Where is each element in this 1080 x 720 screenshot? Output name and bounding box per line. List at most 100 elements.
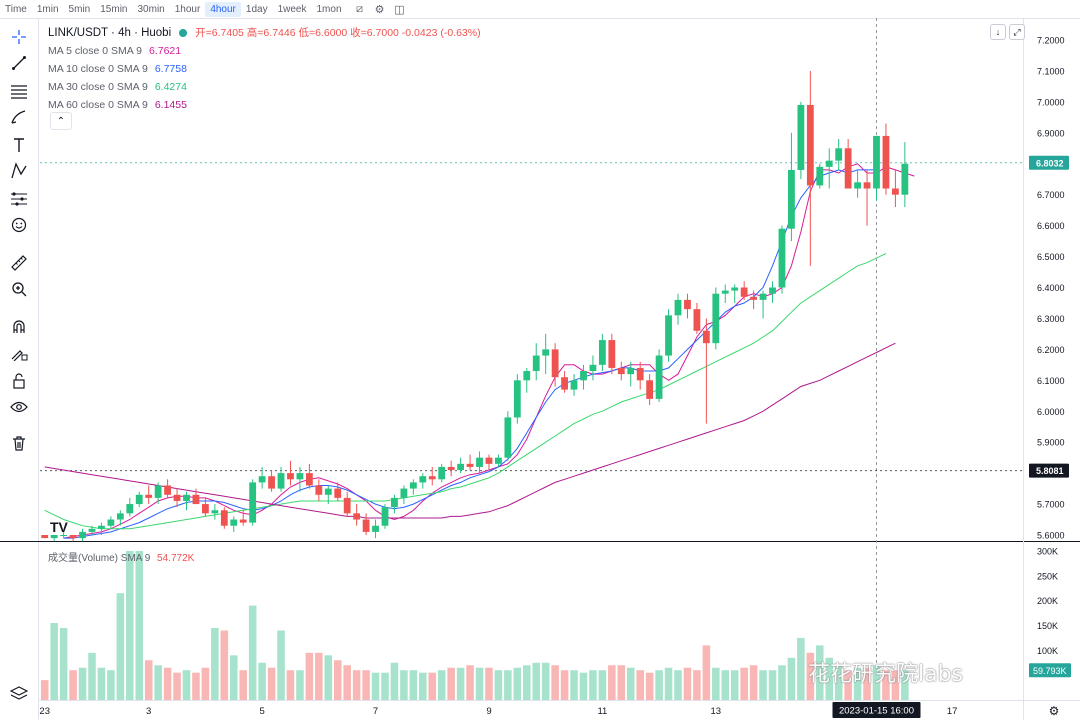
candle-body	[598, 340, 606, 365]
candle-body	[438, 466, 446, 480]
volume-bar	[560, 670, 569, 700]
volume-bar	[456, 667, 465, 700]
brush-tool-icon[interactable]	[9, 107, 29, 127]
candle-body	[721, 290, 729, 294]
candle-body	[88, 528, 96, 532]
candle-body	[844, 148, 852, 189]
volume-bar	[248, 605, 257, 700]
volume-bar	[50, 623, 58, 700]
timeframe-time[interactable]: Time	[5, 3, 27, 15]
volume-tick-label: 200K	[1037, 596, 1058, 606]
timeframe-5min[interactable]: 5min	[68, 3, 91, 15]
volume-bar	[163, 667, 172, 700]
volume-bar	[863, 667, 871, 700]
candle-body	[334, 488, 342, 498]
ohlc-readout: 开=6.7405 高=6.7446 低=6.6000 收=6.7000 -0.0…	[195, 27, 481, 39]
fullscreen-icon[interactable]: ⤢	[1009, 24, 1025, 40]
timeframe-30min[interactable]: 30min	[137, 3, 165, 15]
chart-settings-gear-icon[interactable]: ⚙	[1049, 704, 1060, 718]
candle-body	[551, 349, 559, 378]
volume-bar	[532, 662, 541, 700]
lock-drawing-pencil-icon[interactable]	[9, 343, 29, 363]
volume-bar	[617, 665, 626, 700]
layers-icon[interactable]	[9, 683, 29, 703]
candle-body	[485, 457, 493, 464]
chart-type-icon[interactable]: ⧄	[356, 2, 363, 15]
candle-body	[476, 457, 483, 467]
volume-bar	[787, 657, 796, 700]
volume-bar	[296, 670, 304, 700]
text-tool-icon[interactable]	[9, 135, 29, 155]
ma-line-ma60	[44, 342, 896, 519]
candle-body	[684, 299, 691, 310]
ma-value: 6.4274	[154, 81, 187, 93]
candle-body	[287, 473, 294, 480]
collapse-legend-chevron-up-icon[interactable]: ⌃	[50, 112, 72, 130]
timeframe-toolbar: Time 1min 5min 15min 30min 1hour 4hour 1day 1wee…	[0, 0, 1080, 19]
candle-body	[60, 535, 68, 536]
candle-body	[126, 504, 134, 514]
zoom-in-icon[interactable]	[9, 279, 29, 299]
volume-bar	[797, 637, 805, 700]
volume-bar	[806, 652, 815, 700]
settings-gear-icon[interactable]: ⚙	[374, 3, 385, 16]
volume-bar	[409, 670, 418, 700]
emoji-tool-icon[interactable]	[9, 215, 29, 235]
magnet-icon[interactable]	[9, 317, 29, 337]
candle-body	[400, 488, 408, 498]
time-tick-label: 17	[947, 706, 958, 717]
watermark-text: 花花研究院labs	[808, 662, 964, 687]
ma-label: MA 10 close 0 SMA 9	[48, 63, 148, 75]
candle-body	[249, 482, 257, 523]
candle-body	[617, 367, 625, 375]
candle-body	[806, 104, 814, 186]
volume-bar	[229, 655, 238, 700]
prediction-tool-icon[interactable]	[9, 189, 29, 209]
timeframe-1day[interactable]: 1day	[245, 3, 268, 15]
ma-label: MA 5 close 0 SMA 9	[48, 45, 142, 57]
crosshair-tool-icon[interactable]	[9, 27, 29, 47]
pattern-tool-icon[interactable]	[9, 161, 29, 181]
timeframe-1week[interactable]: 1week	[277, 3, 307, 15]
volume-bar	[258, 662, 266, 700]
volume-bar	[400, 670, 408, 700]
volume-bar	[494, 670, 503, 700]
symbol-title[interactable]: LINK/USDT · 4h · Huobi	[48, 27, 172, 39]
candle-body	[409, 482, 417, 489]
volume-bar	[59, 627, 68, 700]
candle-body	[98, 525, 105, 529]
candle-body	[891, 188, 899, 195]
timeframe-15min[interactable]: 15min	[100, 3, 128, 15]
candle-body	[627, 367, 635, 375]
volume-bar	[40, 680, 49, 700]
volume-bar	[173, 672, 181, 700]
candle-body	[220, 510, 228, 526]
candle-body	[296, 473, 304, 480]
ruler-tool-icon[interactable]	[9, 253, 29, 273]
volume-tick-label: 100K	[1037, 646, 1058, 656]
visibility-eye-icon[interactable]	[9, 397, 29, 417]
candle-body	[655, 355, 663, 399]
candle-body	[135, 494, 143, 505]
candle-body	[712, 293, 720, 344]
timeframe-1mon[interactable]: 1mon	[316, 3, 342, 15]
volume-bar	[645, 672, 654, 700]
candle-body	[362, 519, 370, 532]
candle-body	[636, 367, 644, 381]
timeframe-4hour[interactable]: 4hour	[205, 1, 241, 17]
volume-bar	[778, 665, 786, 700]
scroll-down-arrow-icon[interactable]: ↓	[990, 24, 1006, 40]
volume-bar	[343, 665, 351, 700]
trend-line-tool-icon[interactable]	[9, 53, 29, 73]
timeframe-1min[interactable]: 1min	[36, 3, 59, 15]
trash-icon[interactable]	[9, 433, 29, 453]
volume-bar	[816, 645, 824, 700]
screenshot-icon[interactable]: ◫	[394, 3, 405, 16]
candle-body	[79, 531, 86, 539]
ma-value: 6.7621	[148, 45, 182, 57]
ma-legend-row: MA 60 close 0 SMA 9 6.1455	[48, 96, 481, 114]
lock-icon[interactable]	[9, 371, 29, 391]
fib-retracement-tool-icon[interactable]	[9, 81, 29, 101]
timeframe-1hour[interactable]: 1hour	[174, 3, 201, 15]
